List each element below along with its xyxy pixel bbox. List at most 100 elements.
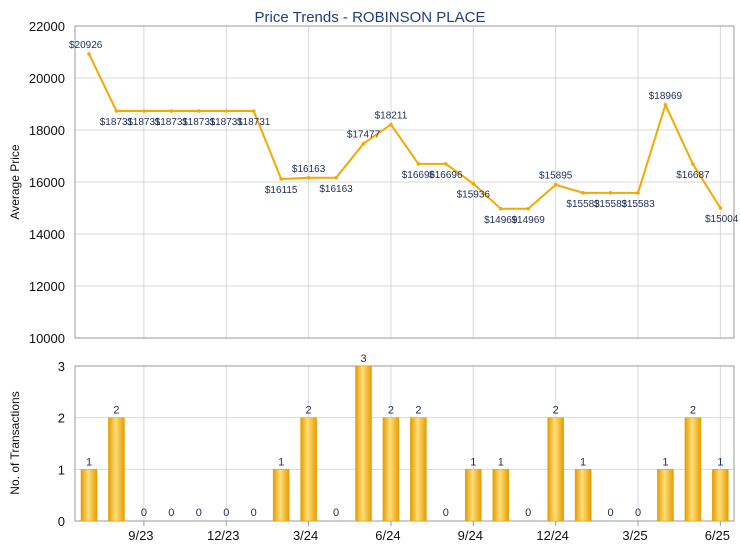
transaction-bar bbox=[272, 469, 290, 522]
price-point bbox=[334, 175, 338, 180]
price-y-tick-label: 10000 bbox=[29, 331, 65, 346]
price-y-tick-label: 22000 bbox=[29, 19, 65, 34]
transaction-bar-label: 2 bbox=[306, 405, 312, 417]
price-point-label: $18731 bbox=[237, 117, 271, 128]
transaction-bar-label: 0 bbox=[635, 507, 641, 519]
transaction-bar bbox=[355, 365, 372, 522]
price-point-label: $18731 bbox=[210, 117, 244, 128]
transaction-bar bbox=[465, 469, 482, 522]
price-point bbox=[389, 122, 393, 127]
transaction-bars: 1 2 0 0 0 0 0 1 2 0 3 2 2 0 1 1 0 2 1 0 0 1 2 1 bbox=[80, 353, 729, 522]
transaction-bar bbox=[108, 417, 125, 522]
price-point bbox=[608, 191, 613, 195]
price-point bbox=[636, 191, 640, 195]
transaction-bar-label: 0 bbox=[196, 507, 202, 519]
transaction-bar-label: 0 bbox=[168, 507, 174, 519]
price-point bbox=[581, 191, 585, 195]
price-line bbox=[88, 53, 722, 210]
transaction-bar-label: 2 bbox=[113, 405, 119, 417]
price-point-label: $16115 bbox=[265, 185, 298, 196]
x-tick-label: 6/24 bbox=[375, 528, 400, 543]
price-point bbox=[471, 181, 476, 186]
price-point-label: $16163 bbox=[319, 184, 353, 195]
transaction-y-tick-label: 3 bbox=[58, 359, 65, 374]
price-point-label: $16687 bbox=[676, 170, 710, 181]
transaction-bar bbox=[410, 417, 427, 522]
price-point-label: $17477 bbox=[347, 130, 381, 141]
price-point bbox=[251, 109, 256, 113]
price-point-label: $20926 bbox=[69, 40, 103, 51]
transaction-bar-label: 2 bbox=[415, 405, 421, 417]
price-point-label: $18211 bbox=[375, 111, 408, 122]
price-y-tick-label: 14000 bbox=[29, 227, 65, 242]
price-point bbox=[361, 141, 366, 146]
transaction-bar-label: 1 bbox=[717, 456, 723, 468]
price-y-tick-label: 12000 bbox=[29, 279, 65, 294]
transaction-bar-label: 1 bbox=[86, 456, 92, 468]
price-point-label: $16696 bbox=[402, 170, 436, 181]
price-point bbox=[553, 182, 558, 187]
price-point bbox=[718, 206, 723, 210]
price-point-label: $15583 bbox=[594, 199, 628, 210]
transaction-bar-label: 0 bbox=[525, 507, 531, 519]
price-line-series: $20926$18731$18731$18731$18731$18731$187… bbox=[69, 40, 739, 226]
transaction-bar-label: 2 bbox=[690, 405, 696, 417]
x-tick-label: 3/25 bbox=[622, 528, 647, 543]
price-point bbox=[498, 207, 503, 211]
transaction-bar-label: 0 bbox=[223, 507, 229, 519]
transaction-bar-label: 0 bbox=[443, 507, 449, 519]
price-point-label: $15936 bbox=[457, 190, 491, 201]
price-point-label: $15004 bbox=[705, 214, 739, 225]
x-tick-label: 6/25 bbox=[705, 528, 730, 543]
price-y-tick-label: 16000 bbox=[29, 175, 65, 190]
transaction-bar-label: 2 bbox=[388, 405, 394, 417]
price-point bbox=[87, 52, 91, 56]
x-tick-label: 12/24 bbox=[536, 528, 569, 543]
price-point bbox=[224, 109, 229, 113]
price-point bbox=[279, 177, 283, 181]
price-y-tick-label: 20000 bbox=[29, 71, 65, 86]
transaction-bar bbox=[657, 469, 674, 522]
price-y-tick-label: 18000 bbox=[29, 123, 65, 138]
transaction-y-tick-label: 1 bbox=[58, 462, 65, 477]
transaction-bar bbox=[382, 417, 400, 522]
transaction-bar-label: 1 bbox=[580, 456, 586, 468]
transaction-bar bbox=[547, 417, 564, 522]
price-point-label: $18731 bbox=[155, 117, 189, 128]
chart-title: Price Trends - ROBINSON PLACE bbox=[255, 9, 486, 26]
price-point-label: $18731 bbox=[100, 117, 134, 128]
price-point bbox=[114, 109, 119, 113]
transaction-y-tick-label: 2 bbox=[58, 411, 65, 426]
x-tick-label: 9/24 bbox=[458, 528, 483, 543]
transaction-bar bbox=[492, 469, 509, 522]
price-point bbox=[197, 109, 201, 113]
price-point-label: $18731 bbox=[127, 117, 161, 128]
x-axis-ticks: 9/23 12/23 3/24 6/24 9/24 12/24 3/25 6/25 bbox=[128, 521, 730, 543]
transaction-bar-label: 0 bbox=[333, 507, 339, 519]
price-point-label: $15895 bbox=[539, 171, 573, 182]
price-point-label: $14969 bbox=[512, 215, 546, 226]
price-point-label: $14969 bbox=[484, 215, 518, 226]
transaction-bar-label: 2 bbox=[553, 405, 559, 417]
transaction-y-tick-label: 0 bbox=[58, 514, 65, 529]
transaction-bar bbox=[300, 417, 317, 522]
transaction-bar-label: 0 bbox=[607, 507, 613, 519]
price-point-label: $16696 bbox=[429, 170, 463, 181]
transaction-bar bbox=[574, 469, 592, 522]
x-tick-label: 12/23 bbox=[207, 528, 240, 543]
price-point-label: $15583 bbox=[621, 199, 655, 210]
transaction-y-axis-label: No. of Transactions bbox=[8, 391, 22, 494]
price-point bbox=[169, 109, 174, 113]
transaction-bar-label: 1 bbox=[498, 456, 504, 468]
transaction-bar bbox=[684, 417, 702, 522]
price-point bbox=[691, 162, 695, 166]
transaction-bar-label: 0 bbox=[251, 507, 257, 519]
price-point bbox=[142, 109, 146, 113]
price-plot-frame bbox=[74, 25, 735, 339]
price-point bbox=[416, 162, 421, 166]
price-point-label: $18731 bbox=[182, 117, 216, 128]
price-point-label: $18969 bbox=[649, 91, 683, 102]
transaction-bar-label: 1 bbox=[470, 456, 476, 468]
price-point bbox=[444, 162, 448, 166]
